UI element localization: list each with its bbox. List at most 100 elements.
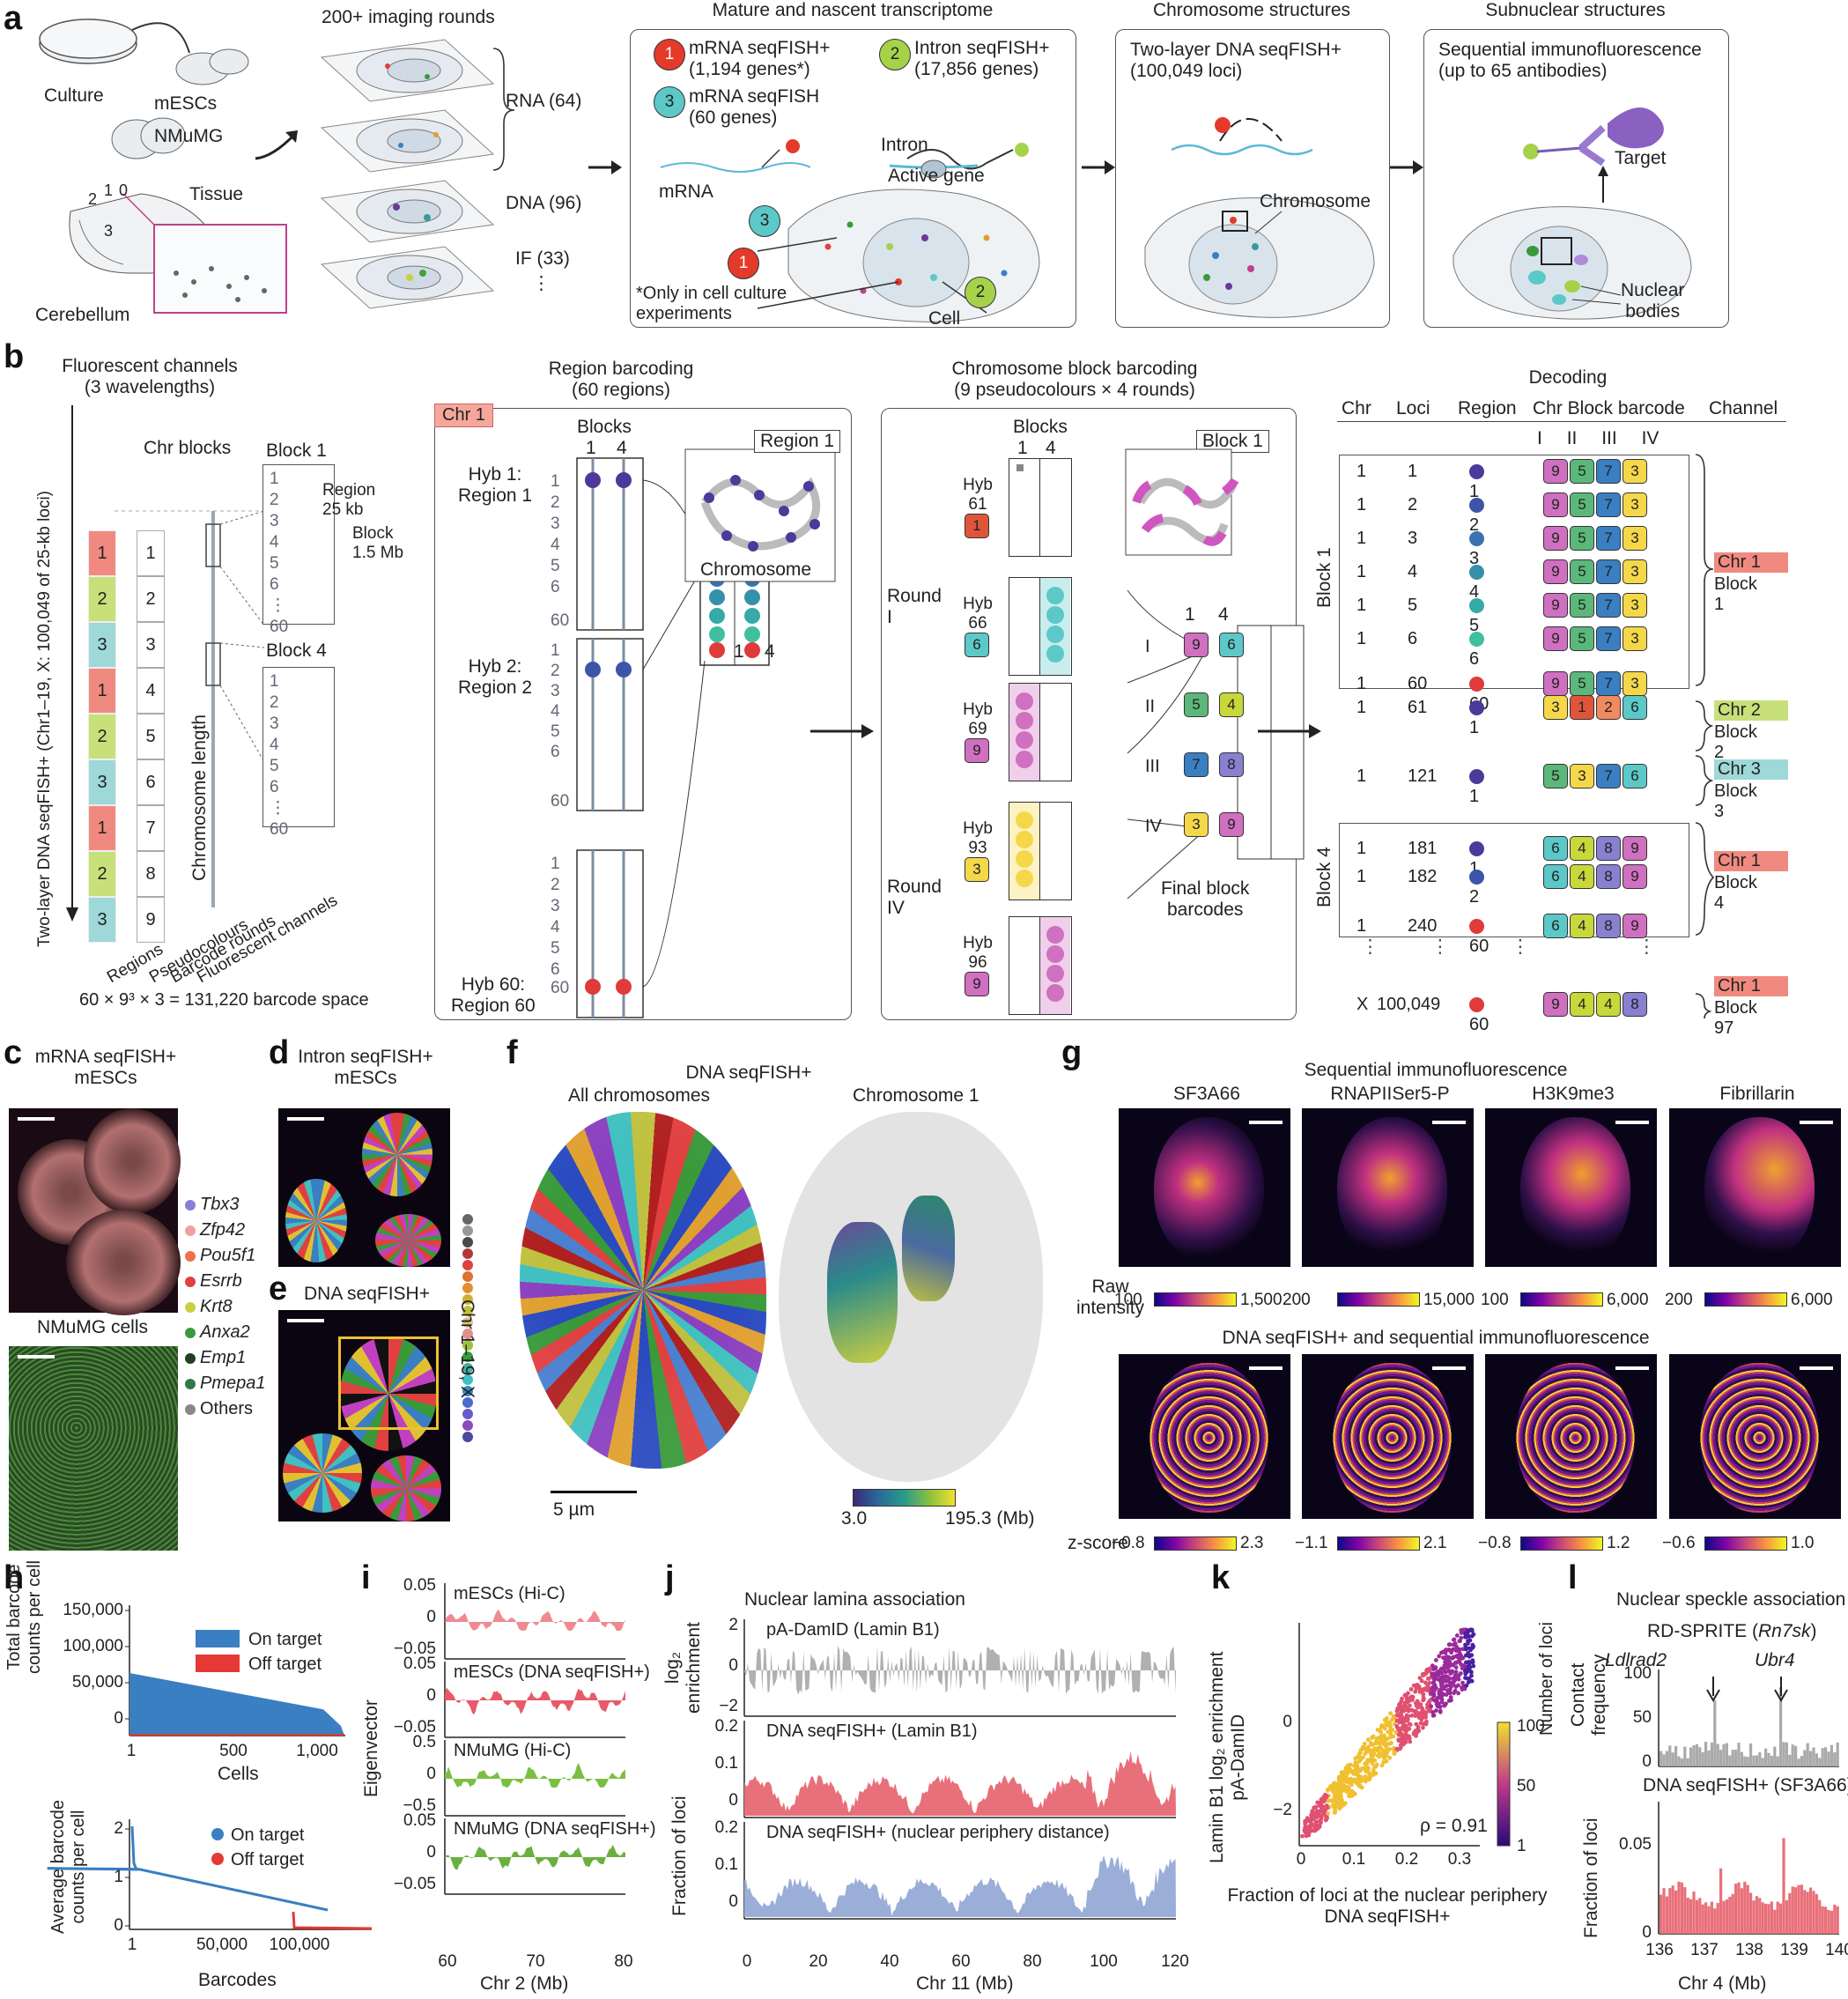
i-ytick: 0.05 bbox=[403, 1811, 436, 1830]
dec-barcode-cell: 5 bbox=[1570, 559, 1594, 584]
g-z-image bbox=[1485, 1354, 1657, 1519]
l1-ytick: 0 bbox=[1642, 1752, 1652, 1771]
k-point bbox=[1354, 1761, 1359, 1766]
k-point bbox=[1411, 1708, 1416, 1714]
dec-roman-row: I II III IV bbox=[1537, 428, 1659, 449]
k-point bbox=[1365, 1737, 1371, 1743]
svg-text:5: 5 bbox=[551, 722, 560, 741]
num-1-badge: 1 bbox=[654, 39, 685, 70]
dec-loci: 121 bbox=[1408, 766, 1438, 786]
dec-barcode-cell: 4 bbox=[1596, 992, 1621, 1017]
channel-cell: 2 bbox=[88, 714, 116, 759]
cell-num-1: 1 bbox=[728, 248, 759, 279]
channel-block: Block 1 bbox=[1714, 574, 1757, 614]
region-dot bbox=[1469, 565, 1484, 581]
dec-braces bbox=[1695, 454, 1715, 1019]
dec-roman-4: IV bbox=[1641, 428, 1660, 448]
k-point bbox=[1356, 1781, 1361, 1786]
legend-label: Anxa2 bbox=[200, 1322, 250, 1342]
rb-chromosome-label: Chromosome bbox=[700, 559, 812, 580]
panel-label-d: d bbox=[269, 1034, 290, 1071]
chr-dot bbox=[462, 1306, 473, 1316]
g-antibody-label: SF3A66 bbox=[1173, 1084, 1240, 1104]
k-point bbox=[1304, 1833, 1309, 1839]
k-point bbox=[1461, 1627, 1467, 1633]
k-point bbox=[1385, 1736, 1390, 1742]
k-point bbox=[1303, 1818, 1307, 1824]
l1-bar bbox=[1710, 1742, 1713, 1766]
k-point bbox=[1392, 1750, 1397, 1754]
e-image bbox=[278, 1310, 450, 1521]
k-point bbox=[1451, 1679, 1456, 1684]
l1-bar bbox=[1692, 1744, 1696, 1766]
intron-seqfish-label: Intron seqFISH+ (17,856 genes) bbox=[914, 38, 1050, 80]
channel-chr: Chr 3 bbox=[1714, 759, 1788, 780]
k-point bbox=[1319, 1819, 1323, 1825]
j-title: Nuclear lamina association bbox=[744, 1589, 965, 1610]
j-area-1 bbox=[744, 1751, 1176, 1816]
region-number: 2 bbox=[270, 491, 279, 509]
dec-barcode-cell: 4 bbox=[1570, 864, 1594, 889]
l1-bar bbox=[1788, 1754, 1792, 1766]
l1-bar bbox=[1836, 1742, 1839, 1766]
dec-barcode-cell: 9 bbox=[1543, 626, 1568, 651]
dec-barcode-cell: 4 bbox=[1570, 992, 1594, 1017]
chr-dot bbox=[462, 1283, 473, 1293]
k-point bbox=[1432, 1684, 1437, 1688]
l2-bar bbox=[1683, 1887, 1687, 1934]
tissue-num-0: 0 bbox=[119, 181, 129, 199]
k-point bbox=[1368, 1757, 1373, 1762]
k-point bbox=[1404, 1729, 1409, 1733]
j-ytick: 0 bbox=[728, 1656, 738, 1675]
hyb-block-pair bbox=[1009, 458, 1072, 557]
cbb-diagram bbox=[1125, 448, 1305, 900]
k-point bbox=[1391, 1734, 1396, 1739]
l-xtick: 136 bbox=[1645, 1941, 1674, 1959]
dec-barcode-cell: 4 bbox=[1570, 914, 1594, 938]
dec-chr: X bbox=[1356, 995, 1369, 1014]
l2-bar bbox=[1692, 1891, 1696, 1934]
dec-roman-3: III bbox=[1601, 428, 1617, 448]
target-label: Target bbox=[1615, 148, 1667, 168]
l1-bar bbox=[1812, 1747, 1815, 1766]
l2-bar bbox=[1710, 1901, 1713, 1934]
k-point bbox=[1394, 1713, 1400, 1718]
k-point bbox=[1391, 1714, 1396, 1720]
g-title: Sequential immunofluorescence bbox=[1304, 1060, 1568, 1080]
k-point bbox=[1456, 1691, 1460, 1696]
block1-box bbox=[262, 464, 335, 625]
rb-stack-col-1: 1 bbox=[734, 641, 744, 662]
g-z-nucleus bbox=[1700, 1363, 1819, 1513]
k-point bbox=[1405, 1718, 1409, 1723]
hyb-block-pair bbox=[1009, 802, 1072, 900]
k-point bbox=[1421, 1725, 1425, 1730]
l2-bar bbox=[1833, 1904, 1837, 1934]
k-colorbar bbox=[1497, 1721, 1511, 1847]
g-z-image bbox=[1669, 1354, 1841, 1519]
block-cell: 3 bbox=[137, 622, 165, 668]
l1-bar bbox=[1794, 1745, 1798, 1766]
g-z-image bbox=[1302, 1354, 1474, 1519]
imaging-rounds-label: 200+ imaging rounds bbox=[322, 7, 495, 27]
dec-loci: 4 bbox=[1408, 562, 1418, 581]
stack-dot bbox=[744, 589, 760, 605]
d-title: Intron seqFISH+ mESCs bbox=[298, 1047, 433, 1089]
k-point bbox=[1407, 1736, 1412, 1741]
f-all-chromosomes-image bbox=[520, 1112, 766, 1469]
g-raw-cb-min: 200 bbox=[1283, 1291, 1311, 1309]
l2-bar bbox=[1812, 1891, 1815, 1934]
dec-barcode-cell: 6 bbox=[1543, 914, 1568, 938]
g-nucleus bbox=[1154, 1117, 1264, 1262]
hyb-divider bbox=[1039, 684, 1040, 781]
l2-bar bbox=[1737, 1882, 1741, 1934]
legend-item: Pmepa1 bbox=[185, 1371, 266, 1396]
l1-bar bbox=[1776, 1756, 1779, 1766]
k-point bbox=[1438, 1709, 1443, 1714]
dec-loci: 1 bbox=[1408, 462, 1418, 481]
dec-loci: 5 bbox=[1408, 596, 1418, 615]
dec-chr: 1 bbox=[1356, 596, 1367, 615]
l1-bar bbox=[1743, 1756, 1747, 1766]
h1-ytick: 150,000 bbox=[63, 1601, 123, 1619]
region-number: 5 bbox=[270, 757, 279, 775]
region-number: 1 bbox=[270, 672, 279, 691]
